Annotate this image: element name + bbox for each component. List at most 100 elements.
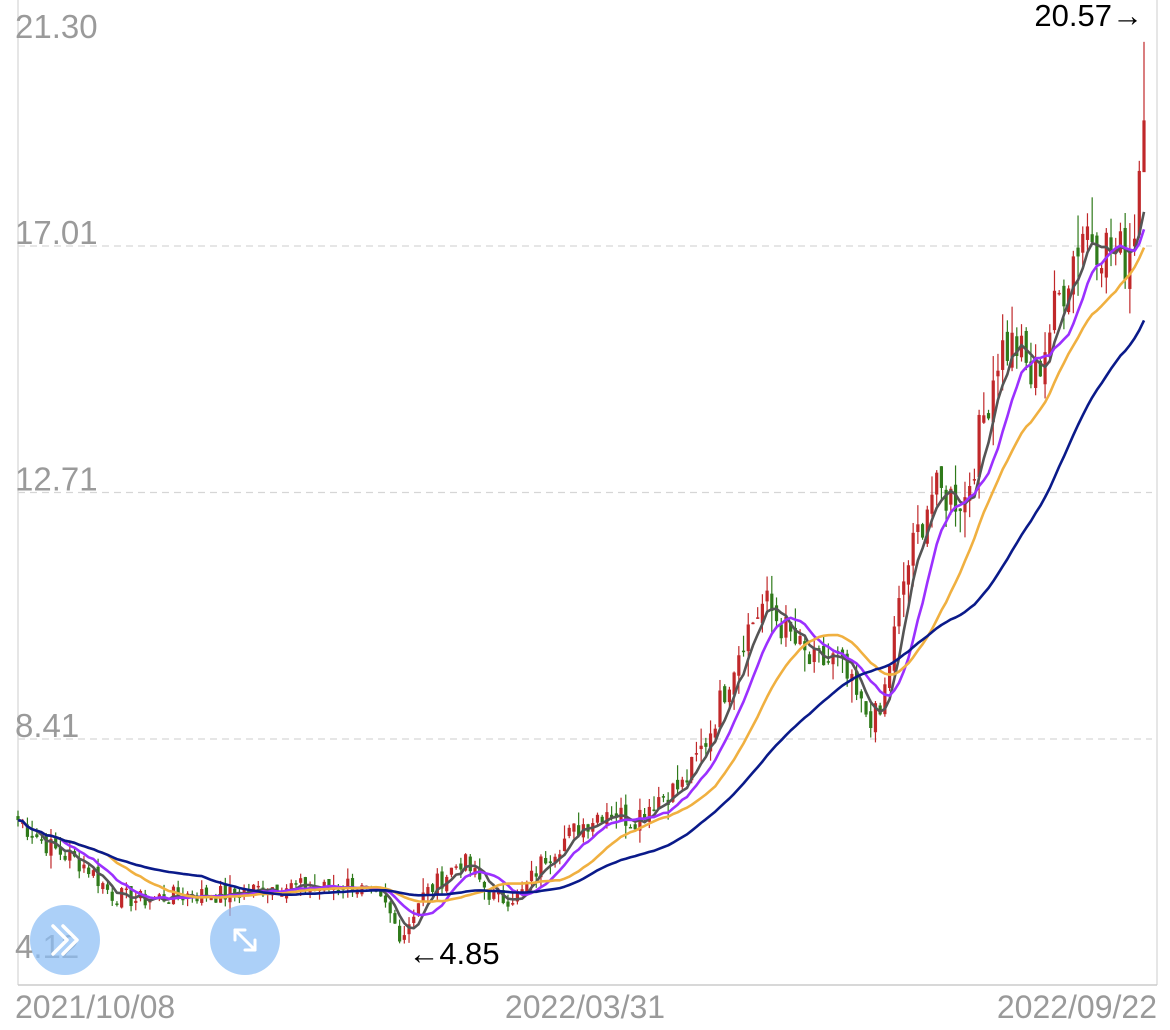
candle-body: [628, 826, 633, 829]
candle-body: [1095, 235, 1099, 266]
candle-body: [68, 851, 72, 861]
candle-body: [525, 882, 529, 892]
candle-body: [39, 839, 44, 841]
candle-body: [661, 796, 666, 798]
candle-body: [982, 415, 986, 423]
expand-chart-button[interactable]: [210, 905, 280, 975]
candle-body: [944, 489, 948, 511]
candle-body: [463, 854, 468, 871]
candle-body: [1099, 268, 1104, 274]
y-tick-label: 21.30: [15, 8, 98, 45]
candle-body: [553, 856, 557, 863]
candle-body: [336, 889, 340, 892]
candle-body: [577, 825, 581, 836]
double-chevron-icon: [51, 924, 79, 956]
candle-body: [1109, 237, 1113, 252]
candle-body: [756, 617, 760, 619]
candle-body: [1142, 120, 1146, 173]
candle-body: [892, 626, 896, 671]
candle-body: [953, 484, 958, 512]
candle-body: [789, 621, 793, 632]
candle-body: [713, 728, 717, 738]
candle-body: [233, 888, 237, 895]
candle-body: [25, 824, 30, 837]
candle-body: [1137, 170, 1141, 235]
candle-body: [426, 887, 430, 896]
candle-body: [558, 854, 562, 860]
candle-body: [939, 466, 944, 488]
candle-body: [1029, 361, 1033, 385]
candle-body: [506, 901, 510, 907]
candle-body: [600, 816, 604, 823]
candle-body: [760, 603, 764, 624]
candle-body: [1085, 226, 1090, 240]
candle-body: [251, 884, 256, 894]
candle-body: [647, 806, 651, 822]
candle-body: [671, 783, 675, 802]
candle-body: [482, 881, 487, 888]
candle-body: [690, 756, 694, 781]
candle-body: [35, 834, 39, 838]
candle-body: [958, 508, 962, 512]
candle-body: [134, 900, 138, 903]
candle-body: [869, 711, 873, 728]
candle-body: [727, 689, 732, 703]
candle-body: [58, 846, 63, 855]
candle-body: [539, 856, 543, 878]
candle-body: [704, 743, 708, 747]
x-tick-label: 2022/03/31: [505, 989, 665, 1025]
candle-body: [807, 654, 812, 665]
candle-body: [299, 878, 303, 883]
candle-body: [1104, 232, 1108, 278]
candle-body: [398, 925, 402, 942]
candle-body: [501, 890, 505, 904]
candle-body: [520, 889, 524, 893]
candle-body: [1005, 331, 1009, 361]
candle-body: [798, 636, 802, 645]
candle-body: [991, 380, 995, 423]
candle-body: [1076, 247, 1080, 257]
candle-body: [1062, 285, 1066, 307]
scroll-left-button[interactable]: [30, 905, 100, 975]
candle-body: [911, 532, 915, 566]
candle-body: [77, 859, 81, 872]
candle-body: [412, 916, 416, 923]
candle-body: [256, 885, 260, 888]
candle-body: [741, 650, 746, 653]
candle-body: [388, 902, 392, 914]
grid-lines: [18, 245, 1152, 740]
candle-body: [16, 816, 20, 821]
candle-body: [935, 472, 939, 495]
candle-body: [845, 653, 849, 679]
candle-body: [930, 494, 934, 514]
candle-body: [280, 895, 284, 897]
candle-body: [770, 593, 774, 611]
candle-body: [906, 565, 911, 585]
candle-body: [487, 890, 491, 900]
candle-body: [1015, 336, 1019, 356]
candle-body: [746, 624, 750, 652]
candle-body: [454, 866, 458, 868]
candle-body: [534, 873, 538, 877]
candle-body: [275, 884, 279, 895]
y-tick-label: 12.71: [15, 461, 98, 498]
candle-body: [120, 888, 124, 908]
candle-body: [49, 839, 53, 856]
candle-body: [44, 835, 48, 854]
candle-body: [214, 897, 218, 903]
ma-line: [17, 228, 1146, 917]
candle-body: [737, 655, 741, 676]
candle-body: [765, 590, 769, 602]
candle-body: [873, 703, 878, 733]
ma-line: [17, 319, 1146, 897]
candle-body: [393, 913, 397, 924]
candle-body: [289, 883, 293, 891]
candle-body: [779, 624, 783, 639]
axis-labels: 21.3017.0112.718.414.122021/10/082022/03…: [15, 8, 1157, 1025]
candle-body: [101, 883, 105, 890]
candle-body: [1010, 332, 1014, 368]
candle-body: [718, 690, 722, 728]
candle-body: [383, 895, 388, 903]
candle-body: [855, 671, 859, 695]
candle-body: [850, 673, 854, 682]
